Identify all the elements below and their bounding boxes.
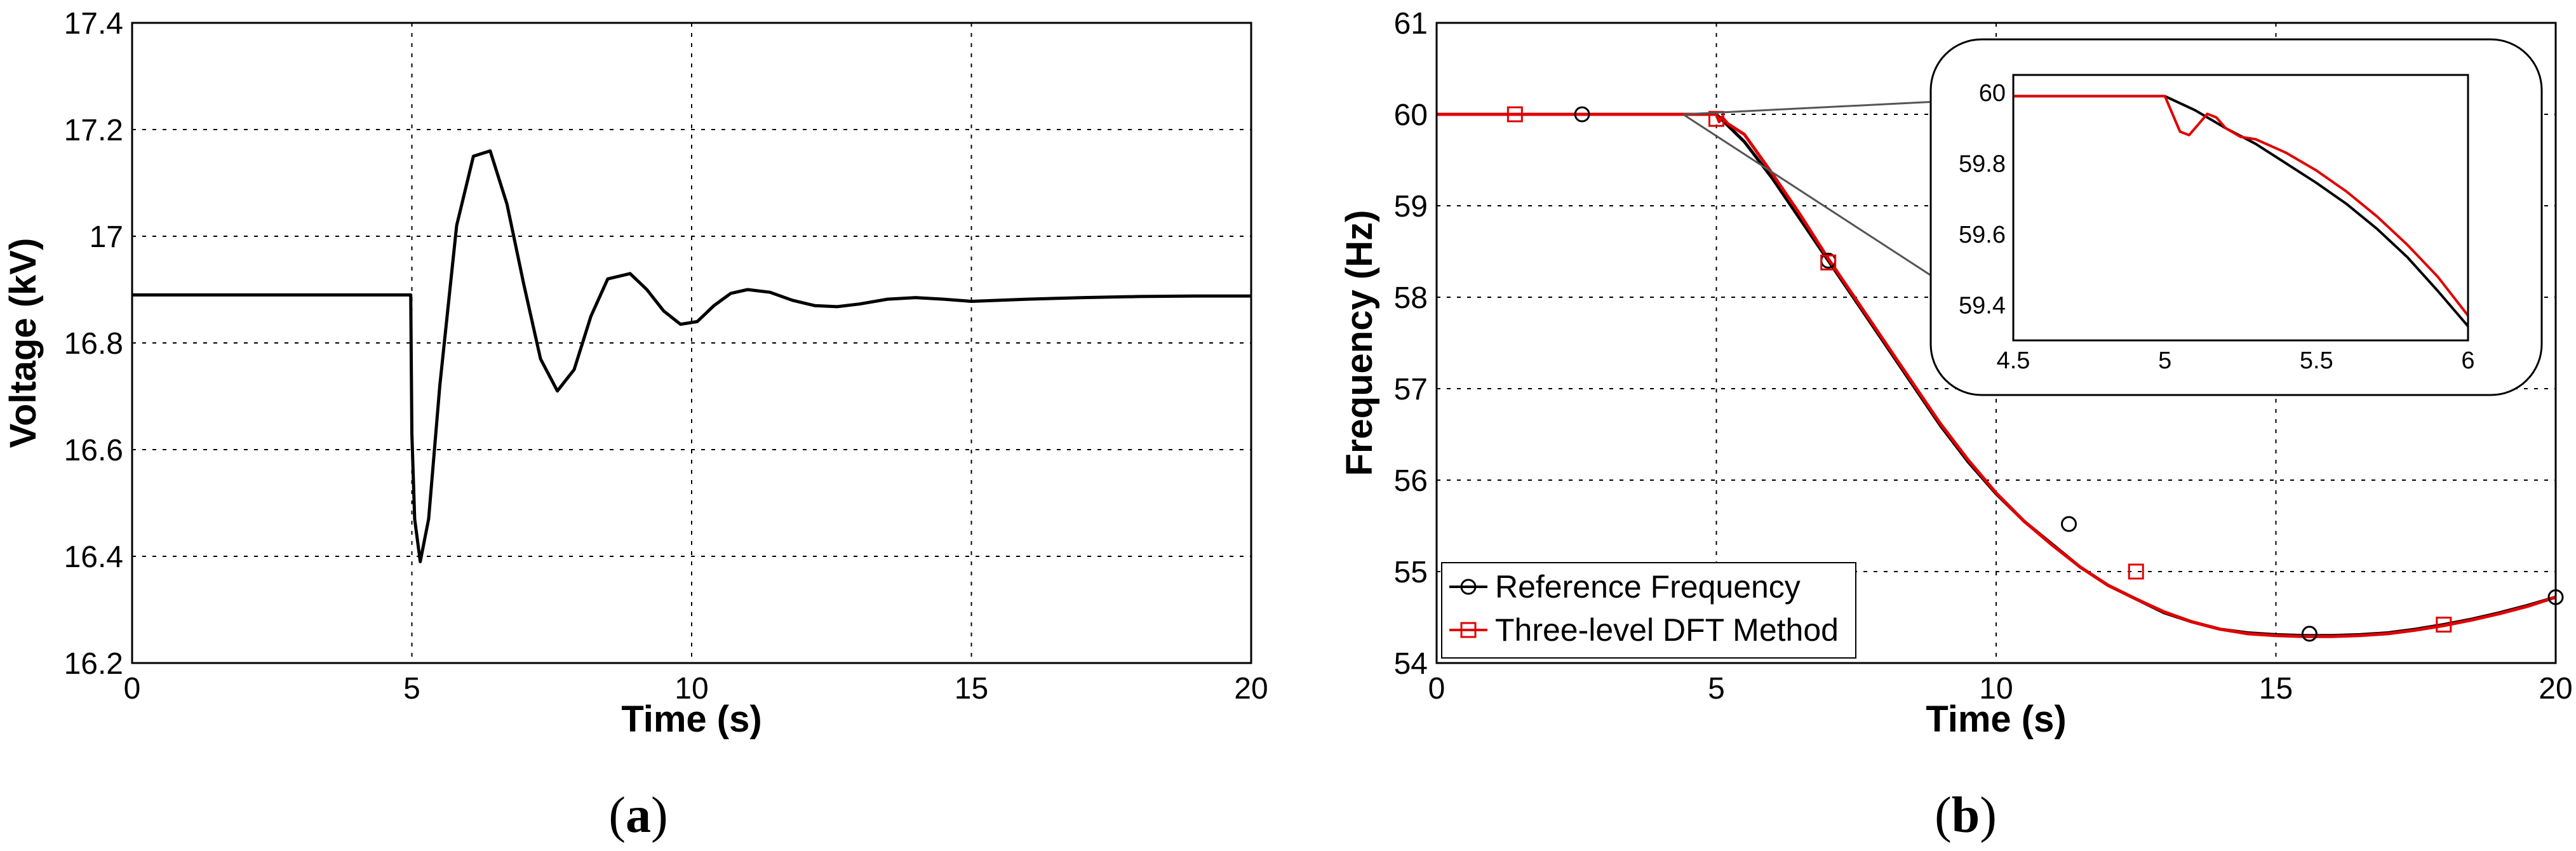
y-tick-label: 17 — [90, 220, 123, 254]
panel-a-caption: (a) — [608, 787, 667, 843]
y-tick-label: 59 — [1394, 190, 1428, 224]
zoom-inset: 4.5 5 5.5 6 59.4 59.6 59.8 60 — [1682, 38, 2543, 396]
inset-series — [2013, 95, 2469, 328]
legend-label-reference: Reference Frequency — [1495, 569, 1801, 605]
y-tick-label: 58 — [1394, 281, 1428, 315]
series-0-marker — [2061, 516, 2077, 532]
panel-a-xlabel: Time (s) — [621, 699, 761, 740]
inset-y-tick-label: 60 — [1979, 80, 2006, 107]
legend: Reference Frequency Three-level DFT Meth… — [1441, 562, 1856, 659]
series-1-marker — [2436, 617, 2452, 633]
inset-x-tick-label: 5 — [2158, 347, 2171, 374]
x-tick-label: 10 — [674, 672, 708, 706]
y-tick-label: 61 — [1394, 7, 1428, 41]
panel-b-caption: (b) — [1935, 787, 1997, 843]
inset-x-tick-label: 4.5 — [1997, 347, 2030, 374]
y-tick-label: 55 — [1394, 556, 1428, 589]
y-tick-label: 16.6 — [64, 434, 123, 467]
x-tick-label: 15 — [2259, 672, 2293, 706]
series-1-marker — [1506, 106, 1523, 123]
panel-b-series — [1437, 106, 2564, 642]
series-line-0 — [132, 149, 1251, 563]
y-tick-label: 54 — [1394, 647, 1428, 681]
legend-label-dft: Three-level DFT Method — [1495, 612, 1839, 648]
series-1-marker — [2128, 563, 2144, 580]
x-tick-label: 20 — [1234, 672, 1268, 706]
panel-a-gridlines — [132, 23, 1251, 663]
y-tick-label: 16.4 — [64, 540, 123, 574]
x-tick-label: 0 — [1428, 672, 1446, 706]
series-0-marker — [1574, 106, 1590, 123]
y-tick-label: 17.4 — [64, 7, 123, 41]
panel-a-ticks: 0 5 10 15 20 16.2 16.4 16.6 16.8 17 17.2 17.4 — [64, 7, 1268, 706]
inset-series-line-1 — [2013, 95, 2469, 317]
series-1-marker — [1820, 254, 1837, 271]
y-tick-label: 60 — [1394, 98, 1428, 132]
panel-a-series — [132, 149, 1251, 563]
series-0-marker — [2301, 626, 2318, 642]
x-tick-label: 5 — [403, 672, 420, 706]
inset-x-tick-label: 5.5 — [2300, 347, 2333, 374]
x-tick-label: 5 — [1708, 672, 1725, 706]
zoom-connector-upper — [1682, 100, 1938, 116]
x-tick-label: 15 — [955, 672, 988, 706]
inset-y-tick-label: 59.4 — [1959, 292, 2006, 319]
panel-a: 0 5 10 15 20 16.2 16.4 16.6 16.8 17 17.2 17.4 Time … — [3, 7, 1268, 843]
inset-plot-frame — [2012, 74, 2469, 342]
inset-ticks: 4.5 5 5.5 6 59.4 59.6 59.8 60 — [1959, 80, 2475, 374]
legend-marker-reference — [1460, 579, 1477, 595]
y-tick-label: 57 — [1394, 373, 1428, 406]
panel-b-ylabel: Frequency (Hz) — [1339, 210, 1380, 476]
inset-series-line-0 — [2013, 95, 2469, 328]
x-tick-label: 0 — [124, 672, 141, 706]
panel-a-plot-frame — [131, 22, 1252, 664]
inset-bubble — [1929, 38, 2543, 396]
legend-box — [1441, 562, 1856, 659]
series-line-1 — [1437, 112, 2556, 638]
y-tick-label: 16.2 — [64, 647, 123, 681]
inset-y-tick-label: 59.8 — [1959, 151, 2006, 177]
inset-y-tick-label: 59.6 — [1959, 222, 2006, 248]
y-tick-label: 17.2 — [64, 114, 123, 147]
legend-marker-dft — [1460, 622, 1477, 638]
x-tick-label: 20 — [2539, 672, 2572, 706]
panel-a-ylabel: Voltage (kV) — [3, 238, 44, 448]
inset-x-tick-label: 6 — [2461, 347, 2474, 374]
panel-b-plot-frame — [1435, 22, 2557, 664]
panel-b-xlabel: Time (s) — [1926, 699, 2066, 740]
zoom-connector-lower — [1682, 113, 1938, 281]
y-tick-label: 16.8 — [64, 327, 123, 361]
y-tick-label: 56 — [1394, 464, 1428, 498]
x-tick-label: 10 — [1979, 672, 2013, 706]
